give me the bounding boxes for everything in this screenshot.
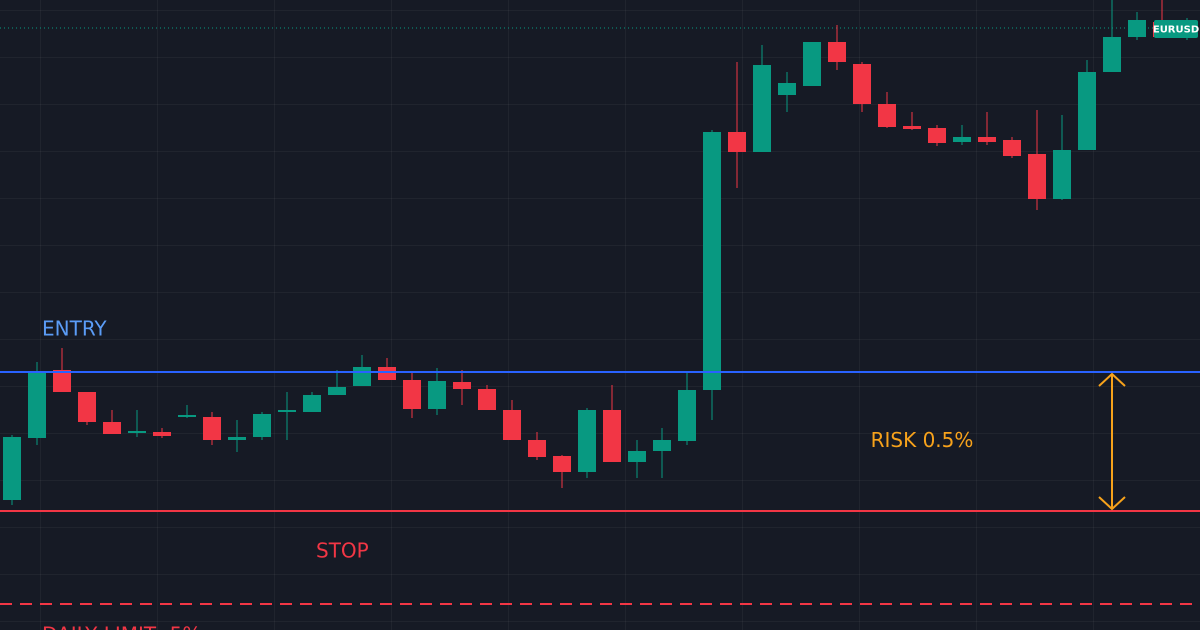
symbol-tag-bg [1154, 20, 1198, 38]
candle-body [928, 128, 946, 143]
candle-body [653, 440, 671, 451]
candle-body [428, 381, 446, 409]
candle-body [578, 410, 596, 472]
candle-body [603, 410, 621, 462]
symbol-tag: EURUSD [1153, 20, 1199, 38]
candle-body [878, 104, 896, 127]
candle-body [778, 83, 796, 95]
candle-body [203, 417, 221, 440]
candle-body [153, 432, 171, 436]
candle-body [703, 132, 721, 390]
candle-body [553, 456, 571, 472]
candle-body [278, 410, 296, 412]
candle-body [228, 437, 246, 440]
candle-body [1078, 72, 1096, 150]
candle-body [353, 367, 371, 386]
candle-body [1053, 150, 1071, 199]
candle-body [1128, 20, 1146, 37]
candle-body [628, 451, 646, 462]
candle-body [178, 415, 196, 417]
candle-body [3, 437, 21, 500]
candle-body [728, 132, 746, 152]
candle-body [128, 431, 146, 433]
candle-body [1028, 154, 1046, 199]
candle-body [453, 382, 471, 389]
candle-body [478, 389, 496, 410]
candle-body [1003, 140, 1021, 156]
candle-body [528, 440, 546, 457]
level-label: STOP [316, 539, 369, 563]
candle-body [503, 410, 521, 440]
candle-body [678, 390, 696, 441]
risk-head [1098, 372, 1126, 387]
candle-body [1103, 37, 1121, 72]
candle-body [953, 137, 971, 142]
candle-body [378, 367, 396, 380]
candle-body [803, 42, 821, 86]
candle-body [53, 370, 71, 392]
candle-body [403, 380, 421, 409]
candle-body [303, 395, 321, 412]
risk-arrow [1098, 372, 1126, 511]
candle-body [103, 422, 121, 434]
candle-body [828, 42, 846, 62]
risk-head [1098, 496, 1126, 511]
symbol-label: EURUSD [1153, 25, 1199, 36]
candle-body [28, 371, 46, 438]
risk-label: RISK 0.5% [871, 428, 974, 452]
candle-body [753, 65, 771, 152]
candle-body [903, 126, 921, 129]
level-label: ENTRY [42, 317, 107, 341]
candle-body [853, 64, 871, 104]
candle-body [978, 137, 996, 142]
level-label: DAILY LIMIT -5% [42, 623, 201, 630]
candle-body [328, 387, 346, 395]
candle-body [78, 392, 96, 422]
candle-body [253, 414, 271, 437]
